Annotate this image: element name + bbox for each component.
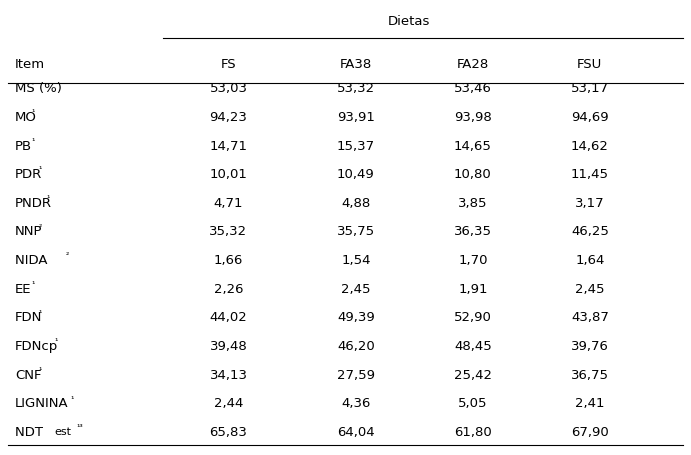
Text: FSU: FSU (577, 58, 603, 71)
Text: 15,37: 15,37 (337, 140, 375, 152)
Text: ¹: ¹ (31, 280, 35, 289)
Text: Dietas: Dietas (388, 15, 430, 28)
Text: 94,69: 94,69 (571, 111, 609, 124)
Text: 27,59: 27,59 (337, 369, 375, 382)
Text: 64,04: 64,04 (337, 426, 375, 439)
Text: 61,80: 61,80 (454, 426, 492, 439)
Text: 48,45: 48,45 (454, 340, 492, 353)
Text: 1,54: 1,54 (341, 254, 370, 267)
Text: 11,45: 11,45 (571, 168, 609, 181)
Text: FDN: FDN (15, 311, 43, 324)
Text: ¹: ¹ (31, 137, 35, 146)
Text: ¹: ¹ (39, 366, 42, 375)
Text: 94,23: 94,23 (209, 111, 247, 124)
Text: 4,88: 4,88 (341, 197, 370, 210)
Text: 49,39: 49,39 (337, 311, 375, 324)
Text: est: est (55, 427, 71, 437)
Text: 3,85: 3,85 (458, 197, 488, 210)
Text: 52,90: 52,90 (454, 311, 492, 324)
Text: 93,91: 93,91 (337, 111, 375, 124)
Text: 67,90: 67,90 (571, 426, 609, 439)
Text: 46,25: 46,25 (571, 226, 609, 238)
Text: ¹: ¹ (39, 166, 42, 174)
Text: ¹: ¹ (39, 308, 42, 318)
Text: 53,03: 53,03 (209, 82, 247, 95)
Text: NIDA: NIDA (15, 254, 52, 267)
Text: 5,05: 5,05 (458, 397, 488, 410)
Text: 46,20: 46,20 (337, 340, 375, 353)
Text: 1,70: 1,70 (458, 254, 488, 267)
Text: 2,41: 2,41 (575, 397, 605, 410)
Text: 1,91: 1,91 (458, 283, 488, 296)
Text: 53,17: 53,17 (571, 82, 609, 95)
Text: 35,32: 35,32 (209, 226, 247, 238)
Text: FDNcp: FDNcp (15, 340, 59, 353)
Text: FS: FS (220, 58, 236, 71)
Text: FA38: FA38 (340, 58, 372, 71)
Text: 10,80: 10,80 (454, 168, 492, 181)
Text: 2,26: 2,26 (214, 283, 243, 296)
Text: 34,13: 34,13 (209, 369, 247, 382)
Text: 39,76: 39,76 (571, 340, 609, 353)
Text: 2,45: 2,45 (575, 283, 605, 296)
Text: ²: ² (66, 252, 68, 260)
Text: ¹: ¹ (55, 337, 58, 346)
Text: 35,75: 35,75 (337, 226, 375, 238)
Text: 4,71: 4,71 (214, 197, 243, 210)
Text: FA28: FA28 (457, 58, 489, 71)
Text: 1,64: 1,64 (575, 254, 605, 267)
Text: Item: Item (15, 58, 46, 71)
Text: EE: EE (15, 283, 32, 296)
Text: ¹³: ¹³ (77, 423, 83, 432)
Text: PB: PB (15, 140, 32, 152)
Text: ²: ² (39, 223, 42, 232)
Text: 44,02: 44,02 (209, 311, 247, 324)
Text: ¹: ¹ (31, 108, 35, 117)
Text: 14,62: 14,62 (571, 140, 609, 152)
Text: ¹: ¹ (70, 394, 74, 404)
Text: 3,17: 3,17 (575, 197, 605, 210)
Text: 10,49: 10,49 (337, 168, 375, 181)
Text: NNP: NNP (15, 226, 43, 238)
Text: 43,87: 43,87 (571, 311, 609, 324)
Text: PDR: PDR (15, 168, 42, 181)
Text: 39,48: 39,48 (209, 340, 247, 353)
Text: 2,44: 2,44 (214, 397, 243, 410)
Text: MS (%): MS (%) (15, 82, 62, 95)
Text: 1,66: 1,66 (214, 254, 243, 267)
Text: 93,98: 93,98 (454, 111, 492, 124)
Text: PNDR: PNDR (15, 197, 52, 210)
Text: 53,32: 53,32 (337, 82, 375, 95)
Text: LIGNINA: LIGNINA (15, 397, 69, 410)
Text: 2,45: 2,45 (341, 283, 370, 296)
Text: 53,46: 53,46 (454, 82, 492, 95)
Text: 65,83: 65,83 (209, 426, 247, 439)
Text: ¹: ¹ (47, 194, 50, 203)
Text: 25,42: 25,42 (454, 369, 492, 382)
Text: NDT: NDT (15, 426, 48, 439)
Text: 10,01: 10,01 (209, 168, 247, 181)
Text: CNF: CNF (15, 369, 41, 382)
Text: MO: MO (15, 111, 37, 124)
Text: 14,71: 14,71 (209, 140, 247, 152)
Text: 4,36: 4,36 (341, 397, 370, 410)
Text: 36,75: 36,75 (571, 369, 609, 382)
Text: 14,65: 14,65 (454, 140, 492, 152)
Text: 36,35: 36,35 (454, 226, 492, 238)
